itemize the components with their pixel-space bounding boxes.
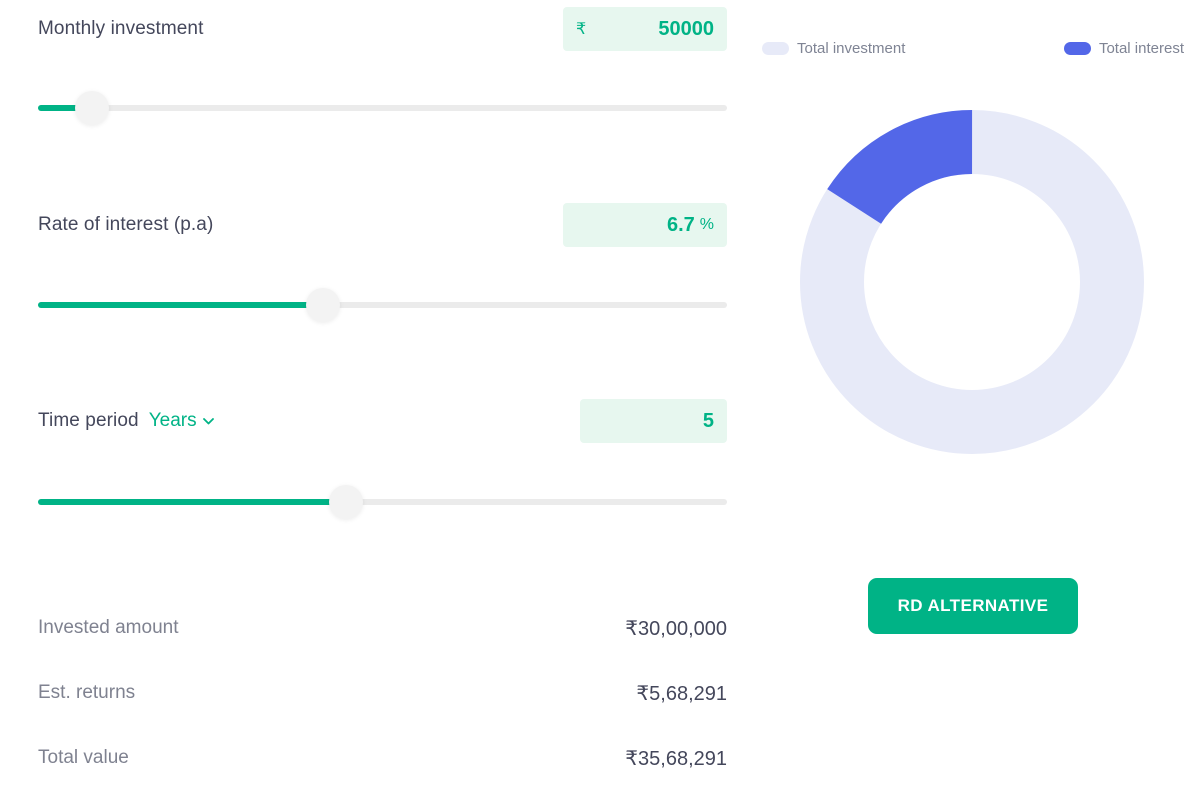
time-period-label: Time period [38, 410, 139, 431]
monthly-investment-box: ₹ [563, 7, 727, 51]
est-returns-row: Est. returns ₹5,68,291 [38, 679, 727, 707]
slider-handle[interactable] [305, 288, 340, 322]
invested-amount-row: Invested amount ₹30,00,000 [38, 614, 727, 642]
total-value-row: Total value ₹35,68,291 [38, 744, 727, 772]
donut-interest-arc [800, 109, 1144, 454]
legend-item-total-investment[interactable]: Total investment [762, 40, 905, 57]
slider-handle[interactable] [74, 91, 109, 125]
time-period-box [580, 399, 727, 443]
est-returns-label: Est. returns [38, 682, 136, 703]
rate-of-interest-slider[interactable] [38, 287, 727, 323]
percent-symbol: % [699, 216, 714, 233]
monthly-investment-label: Monthly investment [38, 18, 204, 39]
invested-amount-value: ₹30,00,000 [625, 617, 727, 640]
legend-item-total-interest[interactable]: Total interest [1063, 40, 1184, 57]
total-investment-legend-label: Total investment [797, 40, 906, 57]
total-interest-swatch-icon [1063, 42, 1091, 55]
rate-of-interest-input[interactable] [576, 213, 695, 237]
rate-of-interest-box: % [563, 203, 727, 247]
donut-chart [800, 109, 1144, 454]
total-value-value: ₹35,68,291 [625, 747, 727, 770]
slider-fill [38, 105, 92, 111]
chart-legend: Total investment Total interest [762, 40, 1184, 57]
total-interest-legend-label: Total interest [1098, 40, 1184, 57]
monthly-investment-slider[interactable] [38, 90, 727, 126]
rupee-symbol: ₹ [576, 21, 587, 38]
slider-handle[interactable] [328, 485, 363, 519]
rd-alternative-button[interactable]: RD ALTERNATIVE [868, 578, 1078, 634]
slider-track[interactable] [38, 302, 727, 308]
rate-of-interest-label: Rate of interest (p.a) [38, 214, 214, 235]
total-investment-swatch-icon [762, 42, 789, 55]
time-period-unit-dropdown[interactable]: Years [149, 410, 214, 432]
slider-track[interactable] [38, 499, 727, 505]
time-period-slider[interactable] [38, 484, 727, 520]
time-period-input[interactable] [593, 409, 714, 433]
total-value-label: Total value [38, 747, 129, 768]
time-period-unit-value: Years [148, 410, 197, 431]
monthly-investment-row: Monthly investment ₹ [38, 6, 727, 52]
invested-amount-label: Invested amount [38, 617, 179, 638]
chevron-down-icon [202, 417, 214, 424]
time-period-row: Time period Years [38, 398, 727, 444]
slider-fill [38, 499, 346, 505]
slider-track[interactable] [38, 105, 727, 111]
slider-fill [38, 302, 323, 308]
rate-of-interest-row: Rate of interest (p.a) % [38, 202, 727, 248]
est-returns-value: ₹5,68,291 [636, 682, 727, 705]
monthly-investment-input[interactable] [594, 17, 714, 41]
calculator-panel: Monthly investment ₹ Rate of interest (p… [38, 0, 727, 800]
